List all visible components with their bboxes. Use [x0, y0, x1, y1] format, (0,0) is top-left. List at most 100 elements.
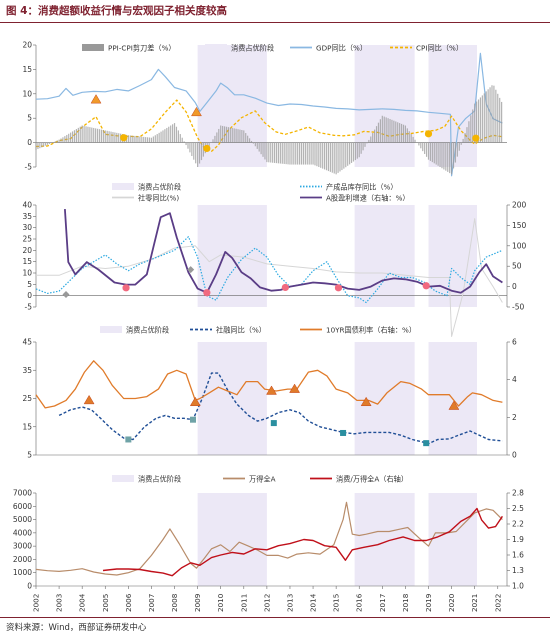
- ppi-cpi-bar: [327, 142, 330, 172]
- series-line-3-1: [102, 507, 503, 577]
- ppi-cpi-bar: [275, 142, 278, 164]
- ppi-cpi-bar: [54, 141, 56, 143]
- ppi-cpi-bar: [127, 135, 129, 143]
- y-tick-right-label-1-4: 150: [512, 221, 527, 230]
- shaded-period-2-1: [354, 342, 415, 455]
- x-tick-label-17: 2019: [424, 593, 433, 612]
- ppi-cpi-bar: [189, 142, 191, 153]
- ppi-cpi-bar: [347, 142, 349, 166]
- ppi-cpi-bar: [145, 137, 147, 143]
- ppi-cpi-bar: [343, 142, 345, 169]
- ppi-cpi-bar: [495, 89, 497, 143]
- ppi-cpi-bar: [75, 129, 78, 143]
- x-tick-label-19: 2021: [470, 594, 479, 612]
- y-tick-right-label-1-3: 100: [512, 241, 527, 250]
- ppi-cpi-bar: [91, 127, 93, 143]
- ppi-cpi-bar: [237, 129, 239, 143]
- ppi-cpi-bar: [460, 142, 462, 145]
- ppi-cpi-bar: [70, 132, 72, 143]
- ppi-cpi-bar: [293, 142, 295, 165]
- ppi-cpi-bar: [118, 133, 120, 143]
- ppi-cpi-bar: [402, 124, 405, 143]
- ppi-cpi-bar: [114, 132, 116, 143]
- legend-label-0-1: 消费占优阶段: [231, 44, 274, 53]
- ppi-cpi-bar: [400, 123, 403, 143]
- ppi-cpi-bar: [60, 138, 62, 143]
- ppi-cpi-bar: [104, 130, 106, 143]
- ppi-cpi-bar: [87, 126, 89, 143]
- x-tick-label-16: 2018: [401, 593, 410, 612]
- ppi-cpi-bar: [156, 134, 158, 143]
- ppi-cpi-bar: [350, 142, 353, 163]
- ppi-cpi-bar: [200, 142, 203, 161]
- y-tick-label-3-1: 1000: [13, 568, 32, 577]
- ppi-cpi-bar: [35, 142, 37, 150]
- ppi-cpi-bar: [304, 142, 306, 165]
- ppi-cpi-bar: [404, 125, 407, 143]
- legend-swatch-0-1: [205, 44, 227, 51]
- ppi-cpi-bar: [223, 126, 226, 143]
- ppi-cpi-bar: [81, 125, 83, 143]
- legend-swatch-2-0: [100, 326, 122, 333]
- ppi-cpi-bar: [412, 136, 414, 143]
- ppi-cpi-bar: [300, 142, 303, 165]
- shaded-period-3-2: [428, 493, 477, 586]
- marker-triangle-2-4: [360, 396, 372, 407]
- ppi-cpi-bar: [48, 142, 51, 144]
- ppi-cpi-bar: [37, 142, 39, 150]
- ppi-cpi-bar: [302, 142, 305, 165]
- ppi-cpi-bar: [71, 131, 74, 143]
- marker-circle-0-4: [424, 130, 433, 138]
- legend-label-2-0: 消费占优阶段: [126, 326, 169, 335]
- ppi-cpi-bar: [281, 142, 283, 164]
- x-tick-label-7: 2009: [193, 593, 202, 612]
- ppi-cpi-bar: [422, 142, 424, 152]
- legend-label-1-0: 消费占优阶段: [138, 183, 181, 192]
- shaded-period-3-1: [354, 493, 415, 586]
- ppi-cpi-bar: [441, 142, 443, 169]
- ppi-cpi-bar: [185, 142, 187, 146]
- marker-square-2-9: [340, 429, 347, 436]
- ppi-cpi-bar: [333, 142, 335, 174]
- ppi-cpi-bar: [231, 127, 233, 143]
- ppi-cpi-bar: [472, 109, 474, 143]
- ppi-cpi-bar: [260, 142, 262, 155]
- legend-label-0-2: GDP同比（%）: [316, 44, 367, 53]
- ppi-cpi-bar: [173, 123, 176, 143]
- ppi-cpi-bar: [501, 101, 503, 143]
- ppi-cpi-bar: [133, 135, 135, 143]
- ppi-cpi-bar: [406, 128, 408, 143]
- marker-triangle-2-0: [83, 394, 95, 405]
- ppi-cpi-bar: [235, 128, 237, 143]
- ppi-cpi-bar: [129, 135, 131, 143]
- ppi-cpi-bar: [233, 128, 235, 143]
- ppi-cpi-bar: [341, 142, 343, 171]
- ppi-cpi-bar: [383, 116, 385, 143]
- ppi-cpi-bar: [247, 135, 249, 143]
- ppi-cpi-bar: [68, 133, 70, 143]
- ppi-cpi-bar: [58, 139, 60, 143]
- ppi-cpi-bar: [283, 142, 285, 164]
- marker-diamond-1-0: [62, 291, 70, 299]
- ppi-cpi-bar: [66, 134, 68, 143]
- y-tick-label-1-2: 5: [27, 280, 32, 289]
- y-tick-label-3-0: 0: [27, 582, 32, 591]
- ppi-cpi-bar: [476, 101, 478, 143]
- ppi-cpi-bar: [379, 119, 381, 143]
- ppi-cpi-bar: [374, 129, 376, 143]
- ppi-cpi-bar: [414, 139, 416, 143]
- marker-circle-0-5: [472, 134, 480, 142]
- y-tick-label-1-6: 25: [22, 235, 32, 244]
- ppi-cpi-bar: [329, 142, 331, 172]
- ppi-cpi-bar: [270, 142, 272, 163]
- ppi-cpi-bar: [148, 137, 151, 143]
- ppi-cpi-bar: [195, 142, 197, 164]
- y-tick-label-0-1: 0: [27, 138, 32, 147]
- legend-label-2-2: 10YR国债利率（右轴：%）: [326, 326, 416, 335]
- ppi-cpi-bar: [427, 142, 430, 160]
- ppi-cpi-bar: [489, 87, 491, 143]
- ppi-cpi-bar: [437, 142, 439, 166]
- ppi-cpi-bar: [399, 123, 401, 143]
- series-line-3-0: [35, 501, 503, 576]
- shaded-period-2-0: [197, 342, 267, 455]
